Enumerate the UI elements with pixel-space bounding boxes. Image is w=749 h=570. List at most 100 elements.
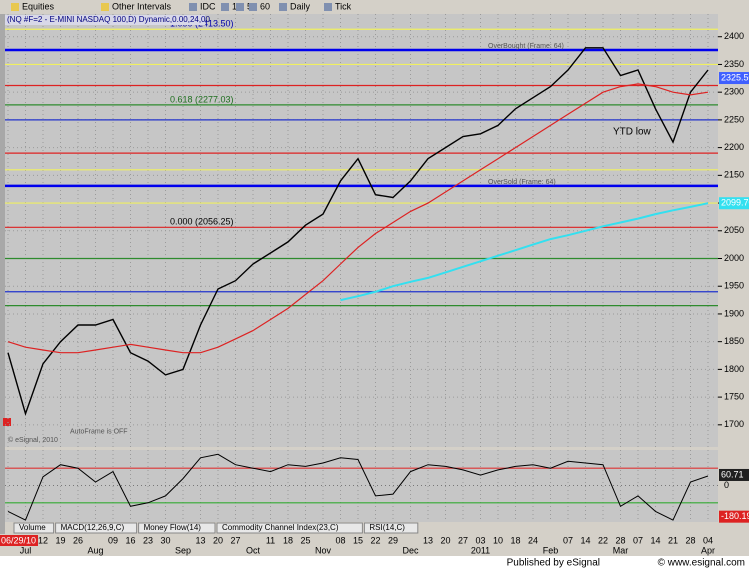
price-line [7, 83, 709, 354]
price-box-label: 2099.70 [721, 198, 749, 208]
toolbar-button[interactable]: Other Intervals [112, 1, 172, 11]
x-tick-label: 19 [55, 535, 65, 545]
price-line [340, 202, 709, 302]
toolbar-button[interactable]: 1 [232, 1, 237, 11]
y-tick-label: 1950 [724, 281, 744, 291]
toolbar-button[interactable]: IDC [200, 1, 216, 11]
x-tick-label: 13 [423, 535, 433, 545]
x-tick-label: 24 [528, 535, 538, 545]
y-tick-label: 1850 [724, 336, 744, 346]
annotation: © eSignal, 2010 [8, 436, 58, 444]
tab-label[interactable]: RSI(14,C) [369, 523, 405, 532]
x-tick-label: 09 [108, 535, 118, 545]
x-tick-label: 18 [510, 535, 520, 545]
left-strip [0, 14, 5, 534]
month-label: 2011 [471, 545, 490, 555]
toolbar-icon [221, 3, 229, 11]
x-tick-label: 21 [668, 535, 678, 545]
tab[interactable] [138, 522, 216, 534]
x-tick-label: 20 [213, 535, 223, 545]
toolbar-button[interactable]: Equities [22, 1, 55, 11]
toolbar-icon [249, 3, 257, 11]
toolbar-button[interactable]: Daily [290, 1, 311, 11]
tab-label[interactable]: Volume [19, 523, 46, 532]
y-tick-label: 1800 [724, 364, 744, 374]
x-tick-label: 25 [300, 535, 310, 545]
x-tick-label: 12 [38, 535, 48, 545]
x-tick-label: 27 [230, 535, 240, 545]
y-tick-label: 2000 [724, 253, 744, 263]
price-box [719, 72, 749, 85]
y-tick-label: 2200 [724, 142, 744, 152]
footer-site: © www.esignal.com [658, 558, 745, 569]
y-tick-label: 2400 [724, 31, 744, 41]
month-label: Aug [87, 545, 103, 555]
annotation: YTD low [613, 127, 652, 138]
x-tick-label: 03 [475, 535, 485, 545]
toolbar-icon [11, 3, 19, 11]
cci-panel [5, 450, 718, 522]
toolbar-button[interactable]: Tick [335, 1, 352, 11]
toolbar-icon [279, 3, 287, 11]
tab[interactable] [363, 522, 419, 534]
y-tick-label: 1700 [724, 419, 744, 429]
x-tick-label: 10 [493, 535, 503, 545]
x-tick-label: 30 [160, 535, 170, 545]
y-tick-label: 2150 [724, 170, 744, 180]
x-tick-label: 18 [283, 535, 293, 545]
month-label: Dec [402, 545, 419, 555]
tab[interactable] [55, 522, 138, 534]
y-tick-label: 2350 [724, 59, 744, 69]
y-tick-label: 2250 [724, 114, 744, 124]
y-tick-label: 0 [724, 480, 729, 490]
tab[interactable] [13, 522, 55, 534]
price-box-label: 2325.50 [721, 72, 749, 82]
x-tick-label: 04 [703, 535, 713, 545]
cci-box [719, 510, 749, 523]
month-label: Apr [701, 545, 715, 555]
x-tick-label: 20 [440, 535, 450, 545]
x-tick-label: 14 [580, 535, 590, 545]
month-label: Oct [246, 545, 261, 555]
tab-label[interactable]: Money Flow(14) [144, 523, 202, 532]
annotation: OverBought (Frame: 64) [488, 43, 564, 50]
cci-box-label: -180.19 [721, 511, 749, 521]
x-tick-label: 28 [615, 535, 625, 545]
x-tick-label: 14 [650, 535, 660, 545]
tab[interactable] [216, 522, 363, 534]
cci-box-label: 60.71 [721, 469, 744, 479]
cci-box [719, 468, 749, 481]
x-tick-label: 22 [598, 535, 608, 545]
month-label: Jul [20, 545, 32, 555]
y-tick-label: 1900 [724, 308, 744, 318]
x-tick-label: 26 [73, 535, 83, 545]
toolbar-icon [236, 3, 244, 11]
cci-line [7, 453, 709, 521]
toolbar-icon [324, 3, 332, 11]
month-label: Nov [315, 545, 332, 555]
title-bg [5, 15, 205, 25]
month-label: Feb [543, 545, 559, 555]
annotation: AutoFrame is OFF [70, 428, 128, 435]
x-tick-label: 27 [458, 535, 468, 545]
level-label: 0.618 (2277.03) [170, 94, 234, 104]
price-line [7, 47, 709, 417]
x-tick-label: 23 [143, 535, 153, 545]
x-tick-label: 22 [370, 535, 380, 545]
toolbar-icon [189, 3, 197, 11]
x-tick-label: 28 [685, 535, 695, 545]
x-tick-label: 15 [353, 535, 363, 545]
chart-title: (NQ #F=2 - E-MINI NASDAQ 100,D) Dynamic,… [7, 15, 211, 24]
x-tick-label: 08 [335, 535, 345, 545]
tab-label[interactable]: Commodity Channel Index(23,C) [222, 523, 339, 532]
x-tick-label: 13 [195, 535, 205, 545]
y-tick-label: 2300 [724, 87, 744, 97]
y-tick-label: 2050 [724, 225, 744, 235]
x-tick-label: 29 [388, 535, 398, 545]
month-label: Sep [175, 545, 191, 555]
footer-publisher: Published by eSignal [507, 558, 600, 569]
footer [0, 556, 749, 570]
toolbar-button[interactable]: 60 [260, 1, 270, 11]
x-tick-label: 06/29/10 [1, 535, 36, 545]
tab-label[interactable]: MACD(12,26,9,C) [61, 523, 125, 532]
